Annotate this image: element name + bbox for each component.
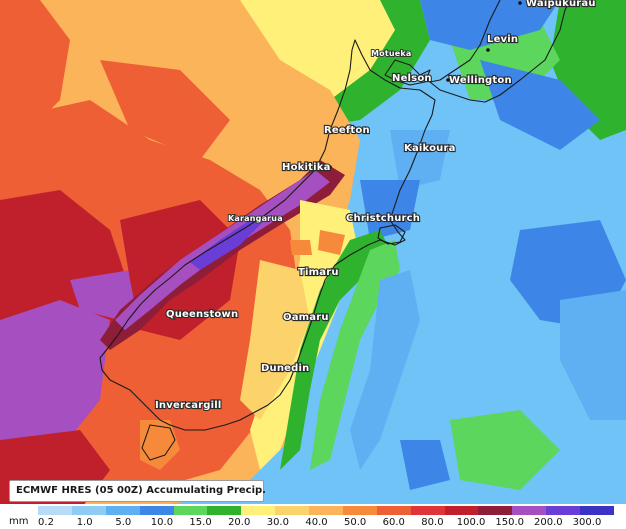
- legend-tick-label: 100.0: [456, 517, 486, 528]
- legend-tick-label: 40.0: [305, 517, 328, 528]
- color-legend: mm 0.2 1.0 5.0 10.0 15.0 20.0 30.0 40.0 50.0 60.0…: [0, 504, 626, 529]
- legend-swatch: [309, 506, 343, 515]
- legend-ticks: 0.2 1.0 5.0 10.0 15.0 20.0 30.0 40.0 50.0 60.0 80.…: [0, 517, 626, 529]
- legend-swatch: [207, 506, 242, 515]
- legend-swatch: [376, 506, 411, 515]
- legend-swatch: [444, 506, 479, 515]
- legend-swatch: [38, 506, 72, 515]
- legend-tick-label: 60.0: [382, 517, 405, 528]
- place-label-levin: Levin: [487, 34, 518, 45]
- legend-swatch: [478, 506, 513, 515]
- place-label-dunedin: Dunedin: [261, 363, 309, 374]
- legend-title-box: ECMWF HRES (05 00Z) Accumulating Precip.: [9, 480, 266, 502]
- legend-swatch: [241, 506, 276, 515]
- place-dots: [184, 1, 522, 406]
- legend-swatch: [410, 506, 445, 515]
- legend-swatch: [512, 506, 547, 515]
- place-label-motueka: Motueka: [371, 49, 412, 58]
- legend-swatch: [580, 506, 614, 515]
- place-label-invercargill: Invercargill: [155, 400, 222, 411]
- place-label-karangarua: Karangarua: [228, 214, 283, 223]
- legend-tick-label: 30.0: [266, 517, 289, 528]
- place-label-timaru: Timaru: [298, 267, 339, 278]
- legend-tick-label: 20.0: [228, 517, 251, 528]
- legend-tick-label: 15.0: [189, 517, 212, 528]
- legend-swatch: [546, 506, 580, 515]
- legend-tick-label: 150.0: [495, 517, 525, 528]
- legend-tick-label: 300.0: [572, 517, 602, 528]
- place-label-hokitika: Hokitika: [282, 162, 331, 173]
- legend-swatch: [342, 506, 377, 515]
- precip-field: [0, 0, 626, 510]
- place-label-wellington: Wellington: [449, 75, 512, 86]
- legend-swatches: [38, 506, 614, 515]
- legend-tick-label: 200.0: [534, 517, 563, 528]
- legend-tick-label: 0.2: [38, 517, 54, 528]
- legend-title: ECMWF HRES (05 00Z) Accumulating Precip.: [16, 485, 266, 496]
- legend-tick-label: 1.0: [76, 517, 93, 528]
- legend-swatch: [71, 506, 106, 515]
- place-label-queenstown: Queenstown: [166, 309, 238, 320]
- place-label-oamaru: Oamaru: [283, 312, 329, 323]
- place-label-reefton: Reefton: [324, 125, 370, 136]
- legend-tick-label: 5.0: [115, 517, 132, 528]
- legend-unit: mm: [9, 516, 29, 527]
- place-label-kaikoura: Kaikoura: [404, 143, 456, 154]
- legend-swatch: [275, 506, 309, 515]
- legend-tick-label: 50.0: [344, 517, 367, 528]
- legend-tick-label: 10.0: [150, 517, 174, 528]
- legend-tick-label: 80.0: [421, 517, 444, 528]
- coastlines: [99, 0, 571, 461]
- place-label-waipukurau: Waipukurau: [526, 0, 596, 9]
- legend-swatch: [139, 506, 174, 515]
- place-label-nelson: Nelson: [392, 73, 432, 84]
- legend-swatch: [173, 506, 208, 515]
- place-labels: Waipukurau Levin Motueka Nelson Wellingt…: [154, 0, 597, 412]
- place-label-christchurch: Christchurch: [346, 213, 420, 224]
- legend-swatch: [105, 506, 140, 515]
